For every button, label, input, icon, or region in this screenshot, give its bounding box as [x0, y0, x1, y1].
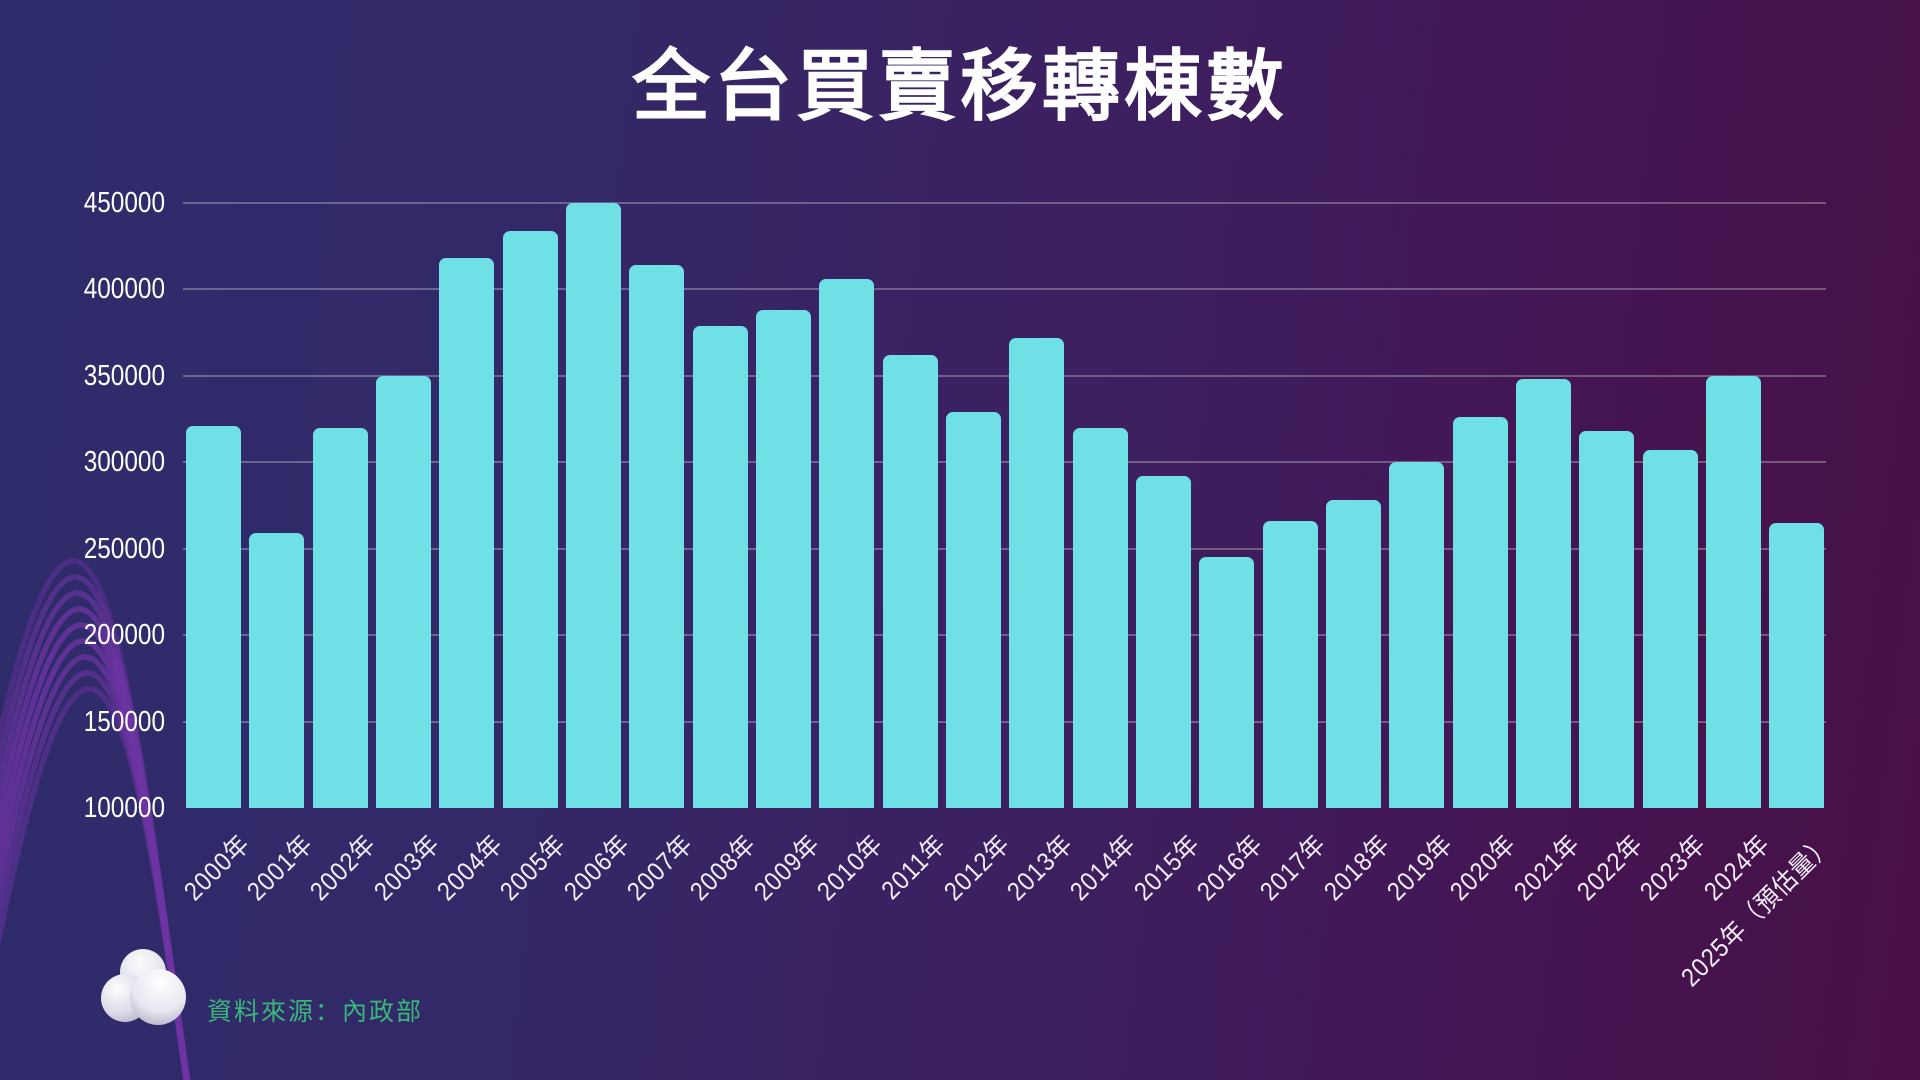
bar-2020年	[1452, 417, 1508, 808]
bar-2005年	[502, 230, 558, 808]
x-axis-label: 2018年	[1317, 828, 1396, 907]
x-axis-label: 2012年	[937, 828, 1016, 907]
gridline	[183, 720, 1826, 723]
bar-2008年	[692, 325, 748, 808]
gridline	[183, 288, 1826, 291]
bar-2006年	[565, 203, 621, 808]
x-axis-label: 2016年	[1190, 828, 1269, 907]
x-axis-label: 2017年	[1254, 828, 1332, 907]
gridline	[183, 374, 1826, 377]
gridline	[183, 202, 1826, 204]
bar-2021年	[1515, 379, 1571, 808]
bar-2019年	[1389, 462, 1445, 808]
x-axis-label: 2011年	[875, 828, 952, 906]
gridline	[183, 634, 1826, 637]
x-axis-label: 2009年	[747, 828, 826, 907]
y-axis-tick-label: 400000	[83, 273, 165, 306]
x-axis-label: 2000年	[177, 828, 256, 907]
x-axis-label: 2020年	[1444, 828, 1522, 907]
bar-2007年	[629, 265, 685, 808]
y-axis-tick-label: 350000	[83, 359, 165, 392]
bar-2024年	[1705, 375, 1761, 808]
bar-2009年	[755, 310, 811, 808]
x-axis-label: 2003年	[367, 828, 446, 907]
data-source-text: 資料來源：內政部	[207, 998, 424, 1026]
gridline	[183, 547, 1826, 550]
chart-title: 全台買賣移轉棟數	[631, 42, 1288, 130]
footer: 資料來源：內政部	[95, 942, 423, 1034]
y-axis-tick-label: 250000	[83, 532, 165, 565]
x-axis-label: 2023年	[1634, 828, 1712, 907]
bar-2001年	[249, 533, 305, 808]
bar-2013年	[1009, 337, 1065, 808]
bar-2012年	[945, 412, 1001, 808]
bar-2025年（預估量）	[1769, 522, 1825, 808]
x-axis-label: 2014年	[1064, 828, 1142, 907]
x-axis-label: 2007年	[620, 828, 699, 907]
bar-2016年	[1199, 557, 1255, 808]
x-axis-label: 2019年	[1380, 828, 1459, 907]
x-axis-label: 2005年	[494, 828, 572, 907]
bar-2014年	[1072, 427, 1128, 808]
y-axis-tick-label: 300000	[83, 446, 165, 479]
y-axis-tick-label: 100000	[83, 792, 165, 824]
bar-2017年	[1262, 521, 1318, 808]
x-axis-label: 2013年	[1000, 828, 1079, 907]
x-axis-label: 2010年	[810, 828, 889, 907]
bar-2011年	[882, 355, 938, 808]
bar-2003年	[375, 375, 431, 808]
bar-2010年	[819, 279, 875, 808]
y-axis-tick-label: 150000	[83, 705, 165, 738]
bar-2002年	[312, 427, 368, 808]
x-axis-label: 2004年	[430, 828, 509, 907]
bar-2000年	[186, 425, 241, 808]
x-axis-label: 2021年	[1507, 828, 1586, 907]
x-axis-label: 2008年	[684, 828, 762, 907]
bar-2018年	[1325, 500, 1381, 808]
bar-2023年	[1642, 450, 1698, 808]
y-axis-tick-label: 450000	[83, 187, 165, 219]
three-spheres-logo-icon	[101, 949, 186, 1025]
x-axis-label: 2022年	[1570, 828, 1649, 907]
x-axis-label: 2006年	[557, 828, 636, 907]
bar-2015年	[1135, 476, 1191, 808]
x-axis-label: 2001年	[240, 828, 319, 907]
y-axis-tick-label: 200000	[83, 619, 165, 652]
x-axis-label: 2015年	[1127, 828, 1206, 907]
x-axis-label: 2002年	[304, 828, 382, 907]
bar-2022年	[1579, 431, 1635, 808]
gridline	[183, 461, 1826, 464]
bar-2004年	[439, 258, 495, 808]
